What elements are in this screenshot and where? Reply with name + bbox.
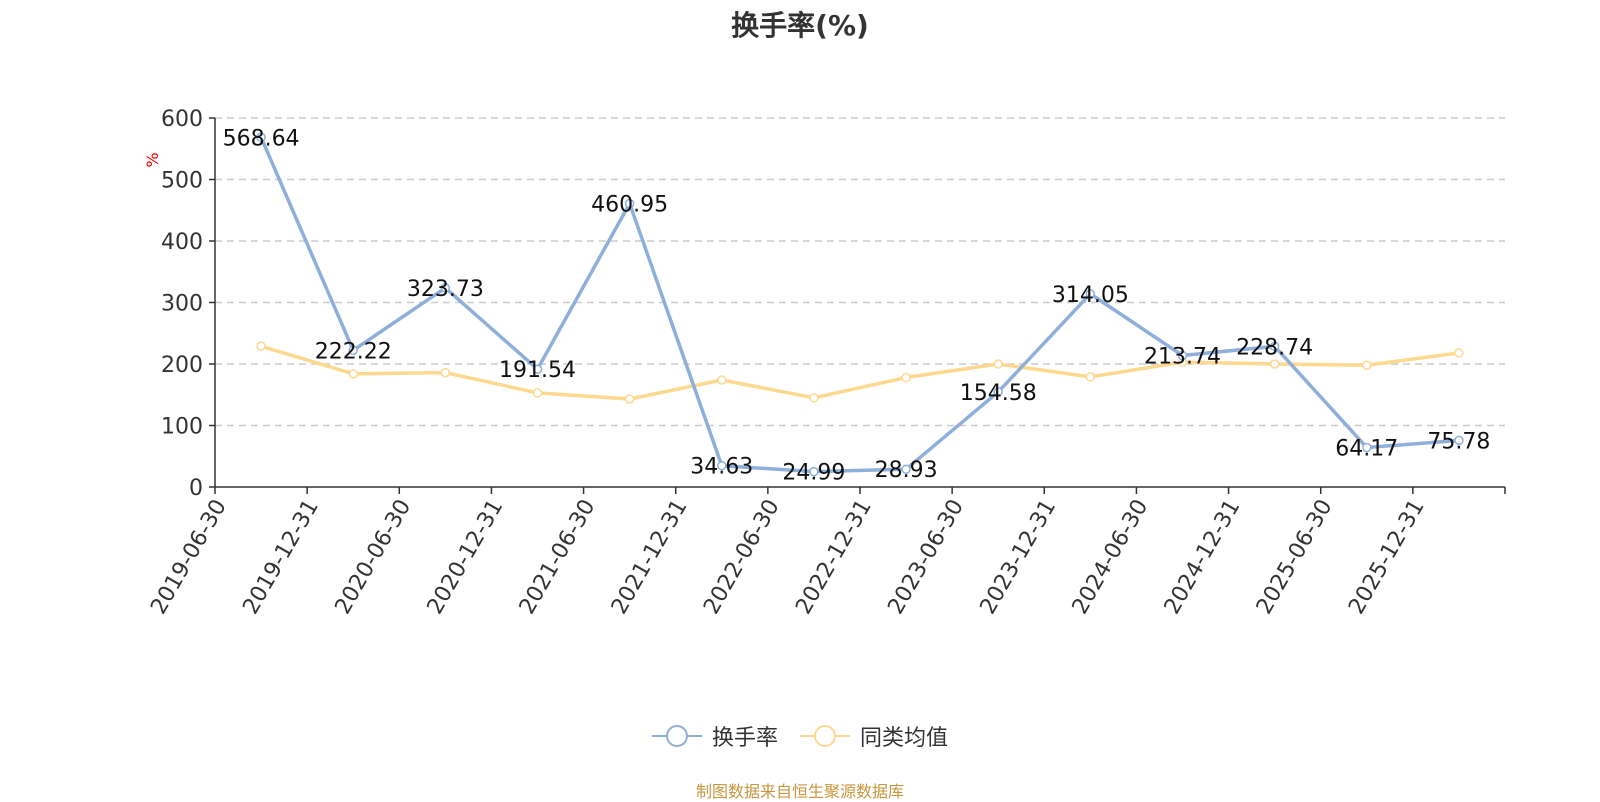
x-tick-label: 2025-12-31 xyxy=(1344,495,1430,618)
data-point xyxy=(1085,372,1096,382)
legend: 换手率 同类均值 xyxy=(0,720,1600,752)
data-point xyxy=(901,464,911,474)
data-label: 64.17 xyxy=(1335,437,1398,462)
data-point xyxy=(532,388,543,398)
data-label: 222.22 xyxy=(315,339,392,364)
y-tick-labels: 0 100 200 300 400 500 600 xyxy=(161,107,203,501)
data-point xyxy=(901,372,911,383)
data-label: 213.74 xyxy=(1144,345,1221,370)
data-point xyxy=(717,460,727,471)
x-tick-label: 2023-12-31 xyxy=(976,495,1062,618)
data-point xyxy=(624,394,635,404)
data-point xyxy=(1362,442,1372,453)
x-tick-labels: 2019-06-30 2019-12-31 2020-06-30 2020-12-31… xyxy=(146,495,1429,618)
axes xyxy=(209,117,1506,494)
data-label: 24.99 xyxy=(782,461,845,486)
legend-item[interactable]: 同类均值 xyxy=(800,720,948,752)
data-point xyxy=(717,375,727,385)
data-point xyxy=(1085,289,1096,299)
series-lines xyxy=(256,132,1464,477)
data-point xyxy=(1269,359,1280,369)
data-label: 28.93 xyxy=(875,458,938,483)
data-point xyxy=(1454,435,1464,446)
data-label: 154.58 xyxy=(960,381,1037,406)
y-tick-label: 300 xyxy=(161,292,203,317)
data-point xyxy=(624,198,635,209)
data-point xyxy=(348,369,358,379)
data-point xyxy=(1454,348,1464,358)
y-tick-label: 500 xyxy=(161,169,203,194)
legend-item[interactable]: 换手率 xyxy=(651,720,778,752)
legend-marker-icon xyxy=(651,725,702,747)
legend-marker-icon xyxy=(800,725,850,747)
data-point xyxy=(1362,360,1372,370)
x-tick-label: 2020-12-31 xyxy=(423,495,509,618)
y-tick-label: 600 xyxy=(161,107,203,132)
y-axis-unit: % xyxy=(143,152,162,167)
chart-title: 换手率(%) xyxy=(731,9,869,42)
data-point xyxy=(256,132,266,143)
y-tick-label: 200 xyxy=(161,353,203,378)
data-point xyxy=(256,341,266,351)
data-point xyxy=(348,345,358,356)
series-line xyxy=(260,344,1460,401)
data-label: 460.95 xyxy=(591,193,668,218)
data-point xyxy=(809,466,819,477)
data-label: 191.54 xyxy=(499,358,576,383)
data-label: 228.74 xyxy=(1236,335,1313,360)
data-label: 568.64 xyxy=(223,126,300,151)
data-point xyxy=(993,359,1003,369)
data-point xyxy=(1177,350,1188,361)
x-tick-label: 2020-06-30 xyxy=(331,495,417,618)
data-labels: 568.64 222.22 323.73 191.54 460.95 34.63 24.99… xyxy=(223,126,1491,485)
x-tick-label: 2024-06-30 xyxy=(1068,495,1154,618)
x-tick-label: 2022-06-30 xyxy=(699,495,785,618)
data-point xyxy=(809,393,819,403)
data-point xyxy=(440,283,451,293)
series-line xyxy=(259,136,1460,474)
legend-label: 同类均值 xyxy=(860,726,949,751)
data-label: 323.73 xyxy=(407,277,484,302)
legend-label: 换手率 xyxy=(711,726,778,751)
data-label: 75.78 xyxy=(1427,429,1490,454)
gridlines xyxy=(215,117,1505,427)
y-tick-label: 400 xyxy=(161,230,203,255)
data-point xyxy=(993,387,1003,397)
data-point xyxy=(532,364,543,374)
data-point xyxy=(440,367,451,378)
x-tick-label: 2019-06-30 xyxy=(146,495,232,618)
x-tick-label: 2024-12-31 xyxy=(1160,495,1246,618)
x-tick-label: 2025-06-30 xyxy=(1252,495,1338,618)
x-tick-label: 2021-06-30 xyxy=(515,495,601,618)
source-note: 制图数据来自恒生聚源数据库 xyxy=(695,782,904,801)
x-tick-label: 2021-12-31 xyxy=(607,495,693,618)
x-tick-label: 2019-12-31 xyxy=(238,495,324,618)
data-label: 314.05 xyxy=(1052,283,1129,308)
y-tick-label: 0 xyxy=(189,476,203,501)
data-point xyxy=(1269,341,1280,352)
x-tick-label: 2022-12-31 xyxy=(791,495,877,618)
data-label: 34.63 xyxy=(690,455,753,480)
x-tick-label: 2023-06-30 xyxy=(883,495,969,618)
y-tick-label: 100 xyxy=(161,415,203,440)
